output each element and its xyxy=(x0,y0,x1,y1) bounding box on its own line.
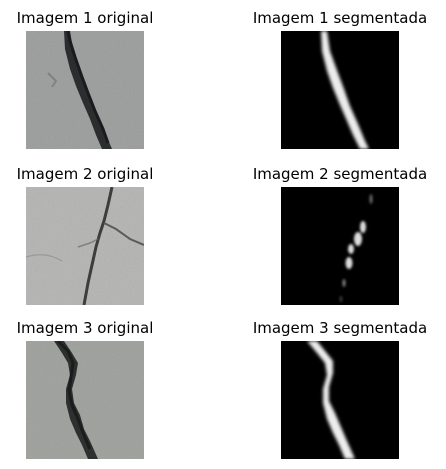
panel-title: Imagem 2 segmentada xyxy=(252,165,428,183)
segmentation-mask-2 xyxy=(281,187,399,305)
panel-title: Imagem 1 segmentada xyxy=(252,9,428,27)
segmentation-mask-3 xyxy=(281,341,399,459)
panel-3-original: Imagem 3 original xyxy=(17,310,153,460)
panel-title: Imagem 3 original xyxy=(16,319,154,337)
panel-2-segmented: Imagem 2 segmentada xyxy=(253,156,427,306)
crack-photo-2 xyxy=(26,187,144,305)
panel-title: Imagem 3 segmentada xyxy=(252,319,428,337)
panel-2-original: Imagem 2 original xyxy=(17,156,153,306)
panel-1-segmented: Imagem 1 segmentada xyxy=(253,0,427,150)
segmentation-mask-1 xyxy=(281,31,399,149)
panel-title: Imagem 1 original xyxy=(16,9,154,27)
panel-title: Imagem 2 original xyxy=(16,165,154,183)
panel-3-segmented: Imagem 3 segmentada xyxy=(253,310,427,460)
crack-photo-3 xyxy=(26,341,144,459)
crack-photo-1 xyxy=(26,31,144,149)
panel-1-original: Imagem 1 original xyxy=(17,0,153,150)
